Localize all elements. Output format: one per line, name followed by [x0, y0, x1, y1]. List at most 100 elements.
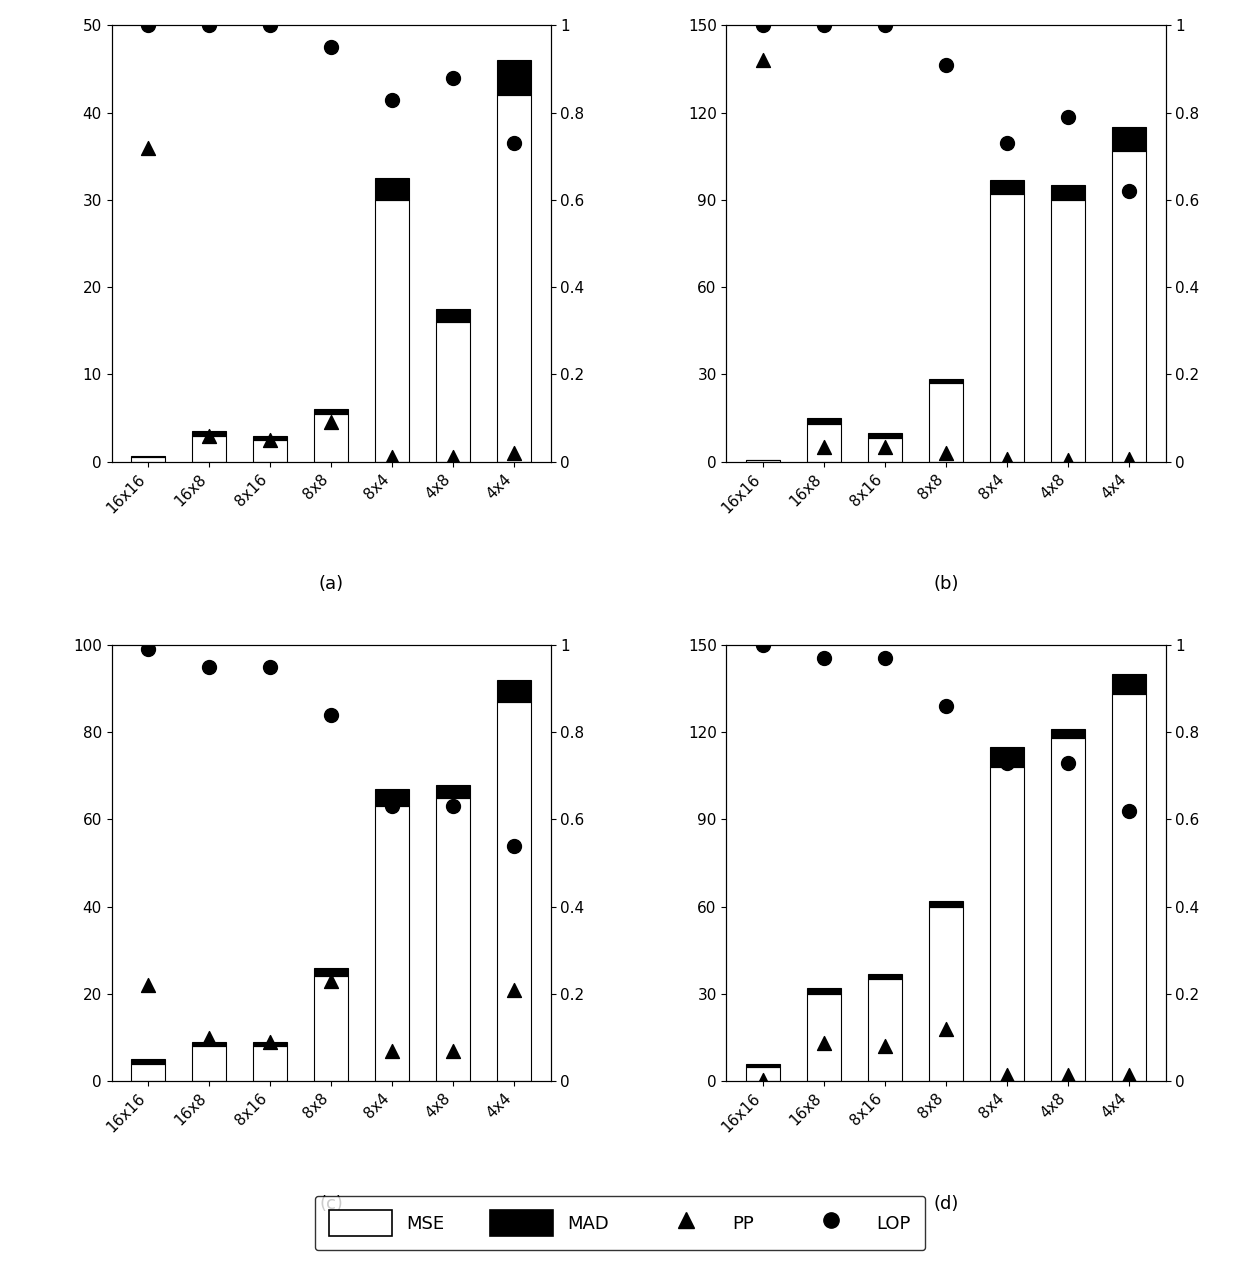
Point: [997, 449, 1017, 469]
Text: (a): (a): [319, 575, 343, 593]
Bar: [1052, 738, 1085, 1081]
Bar: [929, 379, 962, 383]
Point: [200, 1028, 219, 1048]
Bar: [991, 179, 1024, 195]
Bar: [807, 418, 841, 424]
Point: [1118, 181, 1138, 201]
Point: [875, 647, 895, 668]
Point: [936, 55, 956, 75]
Bar: [376, 200, 409, 462]
Point: [443, 796, 463, 817]
Bar: [192, 1047, 226, 1081]
Bar: [376, 806, 409, 1081]
Text: (c): (c): [319, 1194, 343, 1212]
Point: [753, 15, 773, 36]
Bar: [1052, 729, 1085, 738]
Text: (b): (b): [934, 575, 959, 593]
Point: [505, 443, 525, 463]
Point: [139, 976, 159, 996]
Bar: [436, 798, 470, 1081]
Bar: [868, 973, 901, 979]
Point: [1118, 800, 1138, 820]
Bar: [315, 977, 348, 1081]
Point: [260, 430, 280, 450]
Bar: [991, 747, 1024, 767]
Bar: [497, 702, 531, 1081]
Bar: [929, 383, 962, 462]
Bar: [1112, 695, 1146, 1081]
Point: [200, 656, 219, 677]
Bar: [807, 424, 841, 462]
Point: [382, 448, 402, 468]
Bar: [991, 195, 1024, 462]
Point: [815, 15, 835, 36]
Point: [1058, 107, 1078, 127]
Bar: [436, 322, 470, 462]
Bar: [497, 95, 531, 462]
Point: [321, 37, 341, 57]
Point: [1058, 753, 1078, 773]
Bar: [131, 458, 165, 462]
Point: [1118, 1065, 1138, 1085]
Bar: [253, 1042, 286, 1047]
Bar: [315, 413, 348, 462]
Point: [505, 979, 525, 1000]
Bar: [192, 1042, 226, 1047]
Point: [260, 656, 280, 677]
Point: [815, 438, 835, 458]
Text: (d): (d): [934, 1194, 959, 1212]
Bar: [436, 309, 470, 322]
Point: [139, 137, 159, 158]
Bar: [253, 440, 286, 462]
Point: [443, 448, 463, 468]
Bar: [253, 1047, 286, 1081]
Bar: [253, 435, 286, 440]
Point: [1058, 450, 1078, 471]
Bar: [376, 178, 409, 200]
Point: [260, 15, 280, 36]
Bar: [192, 431, 226, 435]
Point: [321, 971, 341, 991]
Point: [139, 639, 159, 659]
Point: [753, 635, 773, 655]
Bar: [807, 988, 841, 993]
Point: [200, 15, 219, 36]
Point: [875, 438, 895, 458]
Point: [936, 443, 956, 463]
Point: [321, 412, 341, 432]
Bar: [746, 1063, 780, 1067]
Bar: [929, 907, 962, 1081]
Bar: [376, 789, 409, 806]
Bar: [315, 410, 348, 413]
Point: [139, 15, 159, 36]
Point: [200, 425, 219, 445]
Bar: [192, 435, 226, 462]
Legend: MSE, MAD, PP, LOP: MSE, MAD, PP, LOP: [315, 1196, 925, 1250]
Point: [815, 647, 835, 668]
Point: [753, 50, 773, 70]
Point: [505, 134, 525, 154]
Point: [875, 1037, 895, 1057]
Point: [997, 753, 1017, 773]
Point: [443, 67, 463, 88]
Bar: [131, 455, 165, 458]
Bar: [131, 1060, 165, 1063]
Bar: [929, 901, 962, 907]
Bar: [991, 767, 1024, 1081]
Bar: [868, 979, 901, 1081]
Point: [997, 1065, 1017, 1085]
Point: [1058, 1065, 1078, 1085]
Bar: [497, 60, 531, 95]
Bar: [868, 432, 901, 439]
Bar: [436, 785, 470, 798]
Point: [997, 134, 1017, 154]
Point: [753, 1070, 773, 1090]
Point: [1118, 449, 1138, 469]
Point: [321, 705, 341, 725]
Bar: [1052, 186, 1085, 200]
Point: [382, 1040, 402, 1061]
Point: [382, 89, 402, 109]
Bar: [315, 968, 348, 977]
Bar: [1112, 674, 1146, 695]
Bar: [746, 460, 780, 462]
